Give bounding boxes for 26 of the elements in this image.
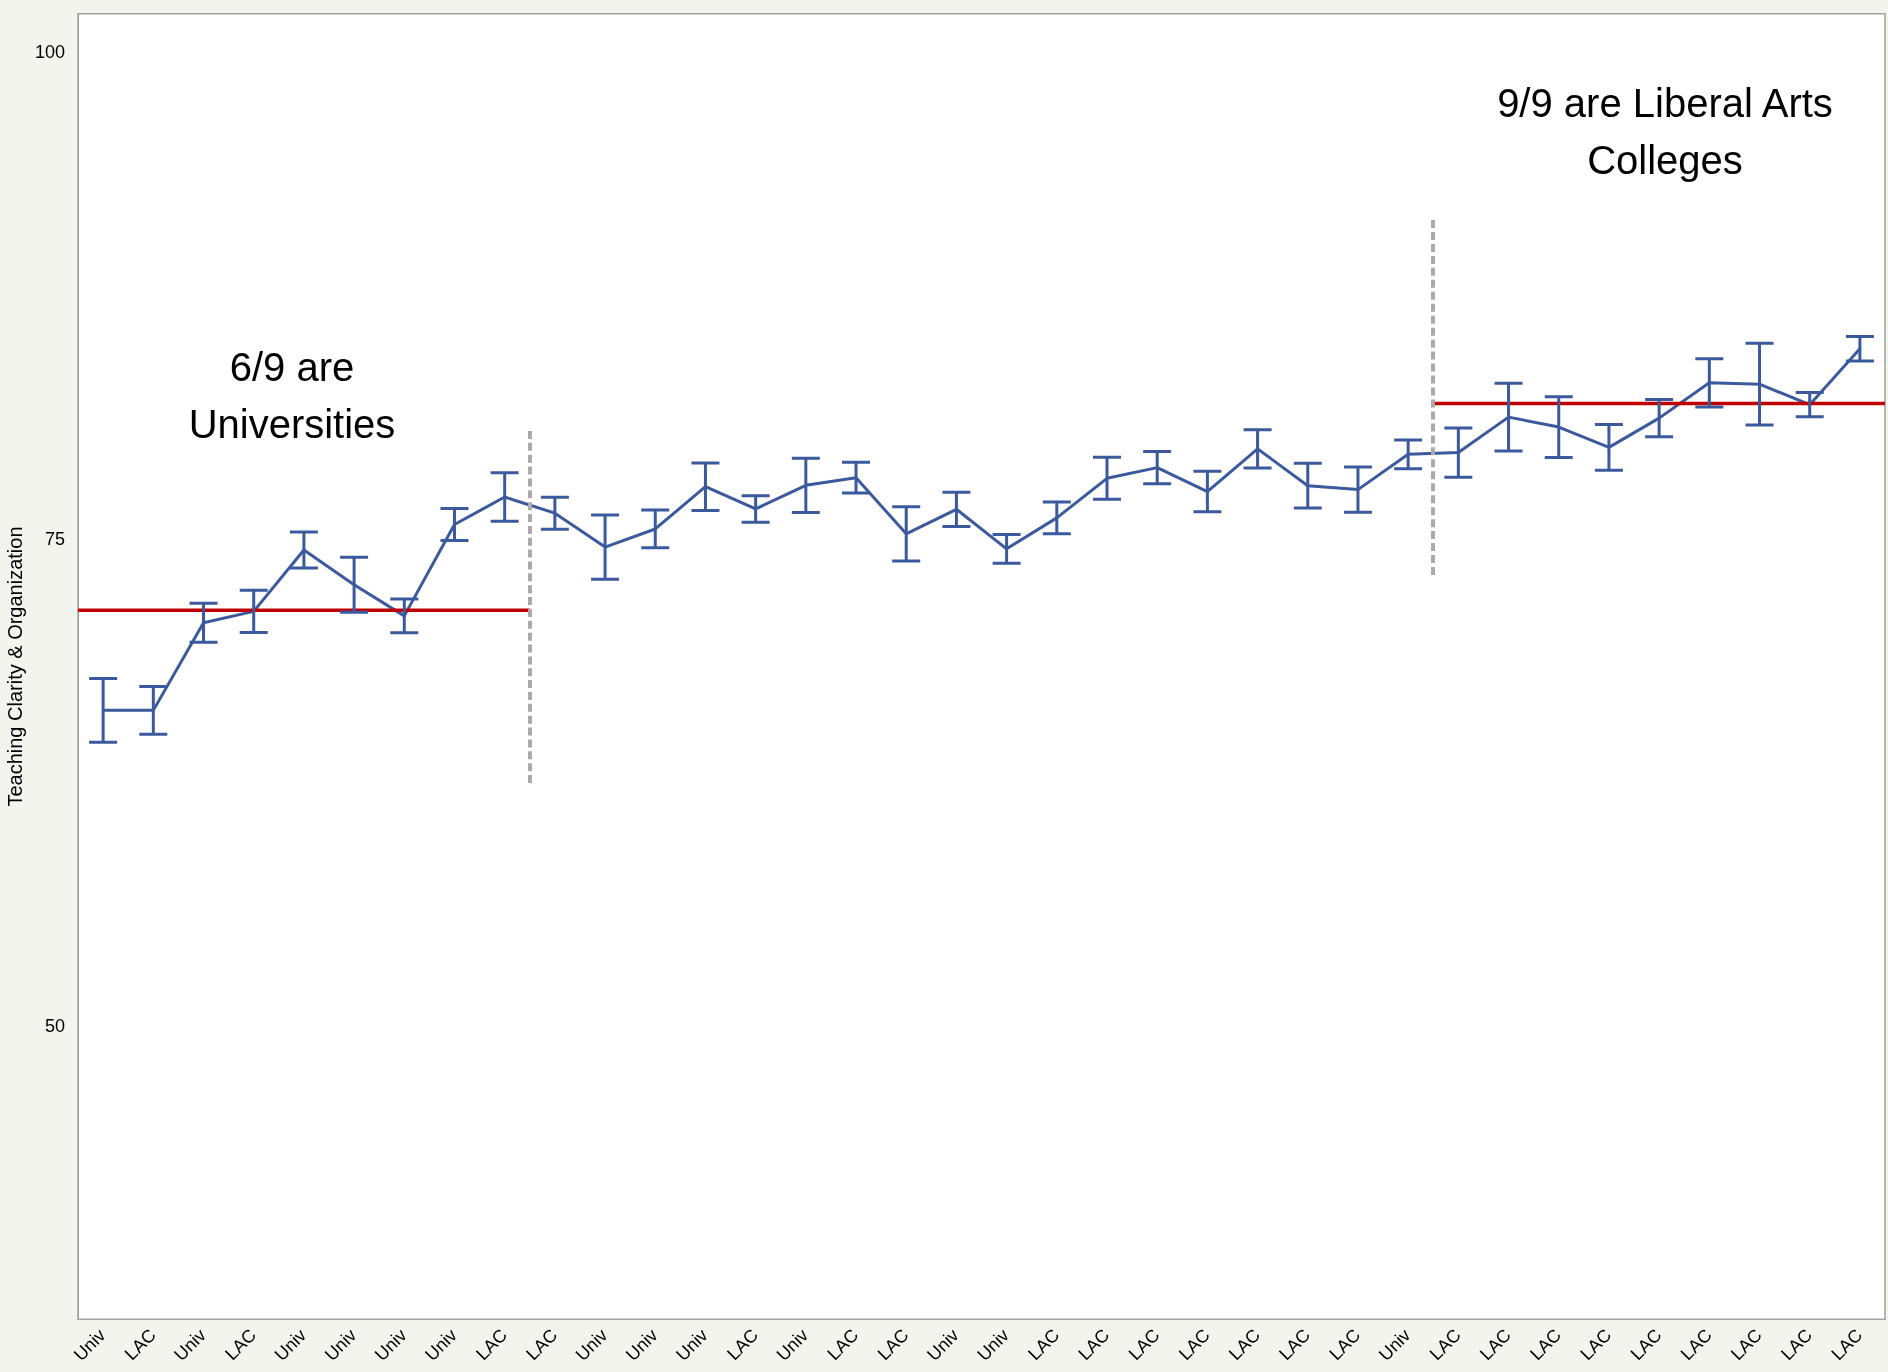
- x-tick-label: Univ: [973, 1325, 1013, 1365]
- x-tick-label: Univ: [571, 1325, 612, 1365]
- x-tick-label: Univ: [772, 1325, 813, 1365]
- x-tick-label: LAC: [472, 1325, 512, 1364]
- x-tick-label: Univ: [170, 1325, 210, 1365]
- x-tick-label: LAC: [1526, 1325, 1566, 1364]
- x-tick-label: LAC: [723, 1325, 762, 1364]
- x-tick-label: LAC: [221, 1325, 261, 1364]
- x-tick-label: LAC: [1777, 1325, 1817, 1364]
- y-axis-title: Teaching Clarity & Organization: [3, 526, 26, 807]
- x-tick-label: Univ: [421, 1325, 461, 1365]
- x-tick-label: Univ: [371, 1325, 411, 1365]
- annotation: 6/9 are Universities: [188, 345, 396, 447]
- x-tick-label: Univ: [621, 1325, 662, 1365]
- annotation: 9/9 are Liberal Arts Colleges: [1497, 81, 1833, 183]
- y-tick-label: 50: [45, 1015, 66, 1036]
- x-tick-label: Univ: [270, 1325, 311, 1365]
- y-tick-label: 75: [45, 528, 66, 549]
- x-tick-label: LAC: [1225, 1325, 1264, 1364]
- x-tick-label: Univ: [69, 1325, 110, 1365]
- x-tick-label: Univ: [1374, 1325, 1415, 1365]
- y-tick-label: 100: [34, 41, 66, 62]
- x-tick-label: Univ: [923, 1325, 963, 1365]
- x-tick-label: LAC: [1275, 1325, 1315, 1364]
- x-tick-label: Univ: [320, 1325, 361, 1365]
- x-tick-label: Univ: [672, 1325, 712, 1365]
